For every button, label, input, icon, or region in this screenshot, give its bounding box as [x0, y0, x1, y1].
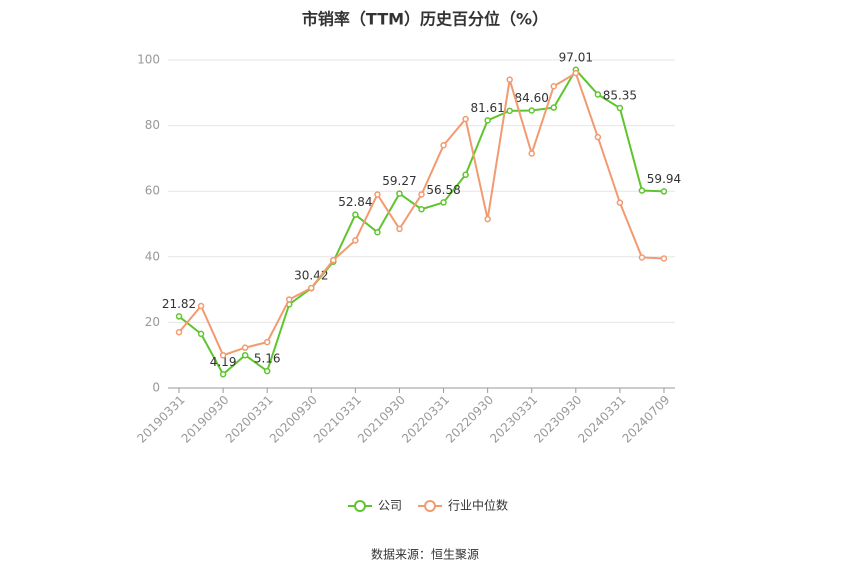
- point: [572, 69, 580, 77]
- point: [506, 107, 513, 115]
- point: [197, 330, 205, 338]
- legend-marker: [424, 500, 436, 512]
- point: [352, 211, 359, 218]
- data-label: 5.16: [254, 352, 281, 366]
- point: [616, 104, 624, 112]
- data-label: 52.84: [338, 195, 372, 209]
- point: [638, 254, 646, 261]
- data-label: 30.42: [294, 269, 328, 283]
- point: [550, 82, 558, 90]
- y-tick-label: 60: [145, 184, 160, 198]
- data-label: 85.35: [603, 89, 637, 103]
- point: [506, 76, 513, 83]
- series-line: [178, 71, 665, 357]
- point: [528, 107, 535, 114]
- data-label: 21.82: [162, 297, 196, 311]
- data-label: 81.61: [470, 101, 504, 115]
- point: [374, 191, 381, 198]
- point: [594, 91, 602, 98]
- data-label: 4.19: [210, 355, 237, 369]
- point: [462, 171, 469, 179]
- point: [175, 313, 183, 320]
- chart-title: 市销率（TTM）历史百分位（%）: [302, 10, 548, 29]
- point: [308, 284, 315, 292]
- x-tick-label: 20240709: [619, 393, 672, 446]
- data-label: 56.58: [426, 183, 460, 197]
- point: [219, 371, 227, 378]
- point: [484, 215, 491, 223]
- point: [175, 328, 183, 336]
- point: [462, 115, 469, 123]
- point: [440, 142, 447, 149]
- data-label: 97.01: [559, 50, 593, 64]
- data-label: 59.27: [382, 174, 416, 188]
- y-tick-label: 40: [145, 249, 160, 263]
- point: [550, 104, 558, 111]
- point: [440, 199, 447, 206]
- y-tick-label: 100: [137, 53, 160, 67]
- point: [594, 133, 602, 141]
- point: [330, 256, 337, 264]
- source: 数据来源：恒生聚源: [371, 547, 479, 562]
- point: [396, 225, 403, 233]
- point: [396, 190, 403, 197]
- y-tick-label: 80: [145, 118, 160, 132]
- y-tick-label: 0: [152, 381, 160, 395]
- point: [616, 199, 624, 206]
- point: [285, 296, 293, 303]
- point: [638, 187, 646, 194]
- legend-label: 行业中位数: [448, 498, 508, 513]
- point: [241, 351, 249, 359]
- point: [660, 255, 668, 262]
- point: [484, 117, 491, 124]
- legend-marker: [354, 500, 366, 512]
- point: [660, 188, 668, 195]
- point: [197, 302, 205, 310]
- data-label: 84.60: [515, 91, 549, 105]
- point: [374, 228, 381, 236]
- point: [528, 150, 535, 157]
- point: [263, 338, 271, 346]
- y-tick-label: 20: [145, 315, 160, 329]
- point: [219, 351, 227, 359]
- point: [418, 205, 425, 213]
- point: [241, 344, 249, 351]
- data-label: 59.94: [647, 172, 681, 186]
- legend-label: 公司: [378, 499, 402, 513]
- point: [263, 367, 271, 375]
- point: [418, 191, 425, 198]
- point: [352, 237, 359, 244]
